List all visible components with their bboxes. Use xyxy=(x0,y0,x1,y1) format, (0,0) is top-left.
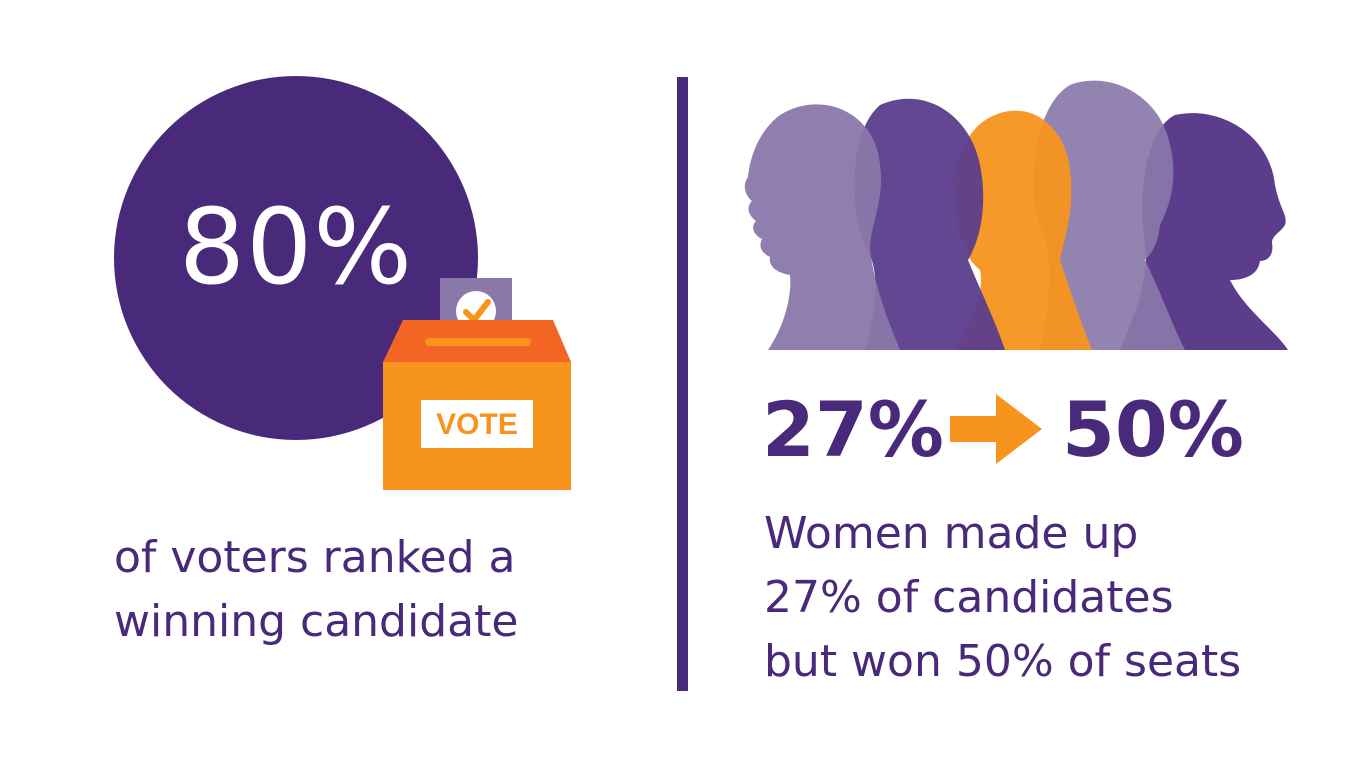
right-caption: Women made up 27% of candidates but won … xyxy=(764,502,1324,693)
left-caption-line-1: of voters ranked a xyxy=(114,532,516,583)
vertical-divider xyxy=(677,77,688,691)
stat-candidates-27: 27% xyxy=(762,385,944,474)
arrow-right-icon xyxy=(950,394,1042,464)
right-caption-line-2: 27% of candidates xyxy=(764,571,1174,623)
stat-seats-50: 50% xyxy=(1062,385,1244,474)
ballot-vote-label: VOTE xyxy=(436,408,518,441)
left-caption-line-2: winning candidate xyxy=(114,595,519,647)
stat-percentage-80: 80% xyxy=(178,186,414,308)
right-caption-line-1: Women made up xyxy=(764,508,1139,559)
left-caption: of voters ranked a winning candidate xyxy=(114,526,584,654)
right-caption-line-3: but won 50% of seats xyxy=(764,635,1242,687)
candidates-seats-stat-row: 27% 50% xyxy=(762,388,1282,478)
ballot-box-icon: VOTE xyxy=(383,278,571,490)
women-silhouettes-icon xyxy=(744,80,1288,351)
